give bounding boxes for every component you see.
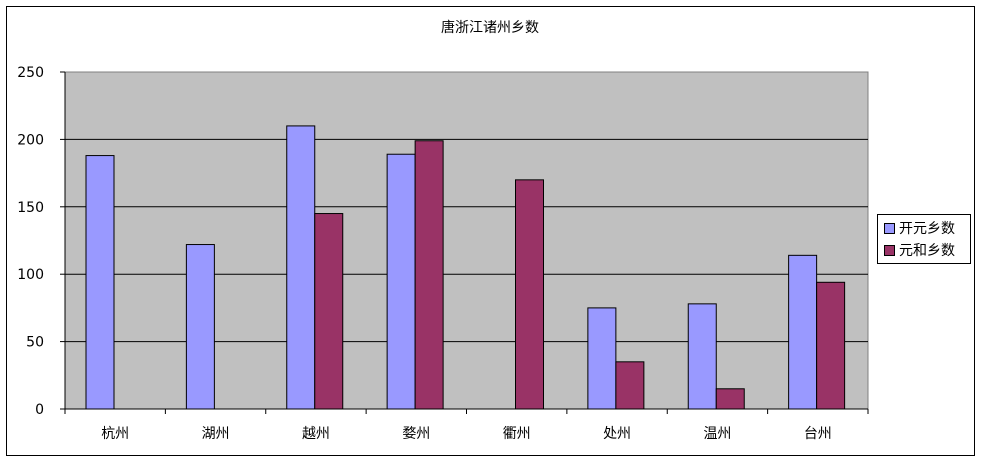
x-tick-label: 湖州 xyxy=(202,426,230,442)
x-tick-label: 温州 xyxy=(703,426,731,442)
y-tick-label: 0 xyxy=(35,402,44,418)
chart-title: 唐浙江诸州乡数 xyxy=(441,19,539,36)
bar-series-1 xyxy=(587,307,617,410)
x-tick-label: 杭州 xyxy=(101,426,129,442)
y-tick-label: 100 xyxy=(17,267,44,283)
bar-series-1 xyxy=(788,254,818,410)
legend-item-series-2: 元和乡数 xyxy=(884,242,955,260)
legend-label-series-1: 开元乡数 xyxy=(899,221,955,237)
bar-series-1 xyxy=(386,153,416,410)
plot-background xyxy=(64,71,869,410)
bar-series-1 xyxy=(687,303,717,410)
y-tick-label: 50 xyxy=(26,335,44,351)
x-tick-label: 处州 xyxy=(603,426,631,442)
legend-label-series-2: 元和乡数 xyxy=(899,243,955,259)
bar-series-2 xyxy=(615,361,645,410)
y-tick-label: 150 xyxy=(17,200,44,216)
plot-area: 0 50 100 150 200 250 杭州 湖州 越州 婺州 衢州 处州 温州 台州 xyxy=(17,65,869,442)
bar-series-2 xyxy=(715,388,745,410)
legend-swatch-series-1 xyxy=(884,222,895,234)
bar-series-1 xyxy=(85,155,115,410)
x-tick-label: 婺州 xyxy=(402,426,430,442)
bar-series-2 xyxy=(314,213,344,410)
bar-series-2 xyxy=(816,281,846,410)
legend-swatch-series-2 xyxy=(884,244,895,256)
legend-item-series-1: 开元乡数 xyxy=(884,220,955,238)
bar-series-1 xyxy=(286,125,316,410)
x-tick-label: 台州 xyxy=(804,426,832,442)
x-tick-label: 衢州 xyxy=(503,425,531,442)
bar-series-1 xyxy=(185,244,215,410)
legend: 开元乡数 元和乡数 xyxy=(877,214,971,264)
x-tick-label: 越州 xyxy=(302,426,330,442)
bar-series-2 xyxy=(414,140,444,410)
y-tick-label: 200 xyxy=(17,132,44,148)
y-tick-label: 250 xyxy=(17,65,44,81)
bar-series-2 xyxy=(515,179,544,410)
